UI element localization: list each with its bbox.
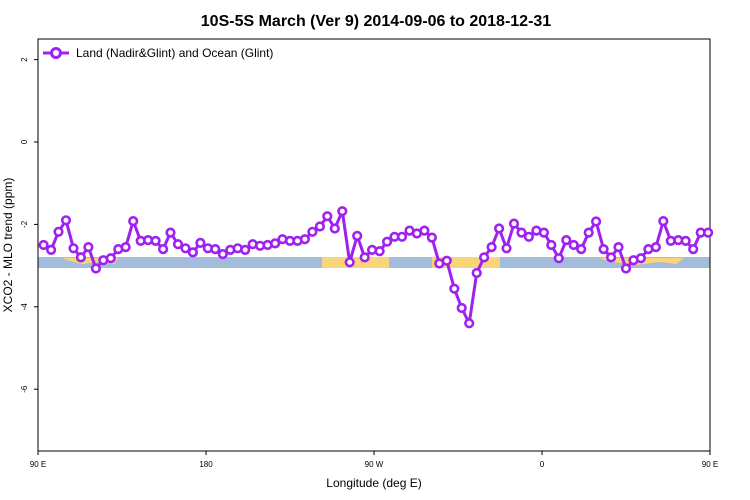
- data-point: [158, 244, 169, 255]
- data-point: [53, 226, 64, 237]
- data-point: [75, 252, 86, 263]
- y-tick-label: -6: [20, 385, 29, 393]
- data-point: [598, 244, 609, 255]
- data-point: [426, 232, 438, 243]
- data-point: [688, 244, 699, 255]
- data-point: [441, 255, 452, 266]
- x-tick-label: 90 W: [365, 460, 384, 469]
- data-point: [650, 242, 662, 253]
- y-tick-label: -2: [20, 220, 29, 228]
- data-point: [352, 230, 363, 241]
- data-point: [635, 253, 647, 264]
- map-land-south-america: [322, 257, 389, 268]
- x-tick-label: 180: [199, 460, 213, 469]
- legend-marker-swatch: [50, 47, 62, 59]
- data-point: [620, 263, 632, 274]
- data-point: [105, 253, 116, 264]
- data-point: [561, 235, 572, 246]
- x-tick-label: 0: [540, 460, 545, 469]
- data-point: [314, 221, 326, 232]
- y-tick-label: 0: [20, 139, 29, 144]
- series-layer: [38, 206, 714, 329]
- data-point: [210, 244, 221, 255]
- data-point: [329, 223, 340, 234]
- data-point: [523, 231, 535, 242]
- data-point: [195, 237, 206, 248]
- data-point: [374, 246, 385, 257]
- data-point: [150, 235, 161, 246]
- data-point: [456, 302, 467, 314]
- x-axis-label: Longitude (deg E): [326, 476, 421, 490]
- data-point: [180, 243, 191, 254]
- data-point: [68, 243, 79, 254]
- data-point: [344, 257, 355, 268]
- data-point: [680, 235, 691, 246]
- data-point: [299, 234, 311, 245]
- data-point: [172, 239, 184, 250]
- data-point: [501, 243, 512, 254]
- data-point: [479, 252, 490, 263]
- data-point: [60, 215, 72, 226]
- data-point: [702, 227, 714, 238]
- legend: Land (Nadir&Glint) and Ocean (Glint): [43, 46, 273, 60]
- data-point: [449, 283, 460, 294]
- data-point: [613, 242, 624, 253]
- data-point: [120, 242, 131, 253]
- data-point: [322, 211, 333, 222]
- data-point: [605, 252, 617, 263]
- data-point: [494, 223, 505, 234]
- data-point: [486, 242, 497, 253]
- data-point: [240, 244, 251, 255]
- data-point: [583, 227, 594, 238]
- map-land-africa: [432, 257, 500, 268]
- data-point: [576, 244, 587, 255]
- data-point: [187, 247, 198, 258]
- y-axis-ticks: 2 0 -2 -4 -6: [20, 57, 38, 393]
- y-axis-label: XCO2 - MLO trend (ppm): [1, 178, 15, 313]
- data-point: [538, 227, 550, 238]
- x-tick-label: 90 E: [702, 460, 718, 469]
- data-point: [508, 218, 520, 229]
- data-point: [553, 253, 564, 264]
- data-point: [128, 216, 139, 227]
- x-tick-label: 90 E: [30, 460, 46, 469]
- x-axis-ticks: 90 E 180 90 W 0 90 E: [30, 451, 718, 469]
- data-point: [516, 227, 527, 238]
- data-point: [45, 244, 57, 255]
- data-point: [90, 263, 101, 274]
- data-point: [359, 252, 370, 263]
- data-point: [464, 318, 475, 329]
- data-point: [270, 238, 281, 249]
- data-point: [165, 227, 176, 238]
- data-point: [83, 242, 94, 253]
- y-tick-label: -4: [20, 303, 29, 311]
- data-point: [337, 206, 348, 217]
- data-point: [419, 225, 430, 236]
- data-point: [590, 216, 602, 227]
- chart-title: 10S-5S March (Ver 9) 2014-09-06 to 2018-…: [201, 13, 552, 30]
- data-point: [307, 226, 318, 237]
- data-point: [471, 267, 482, 279]
- y-tick-label: 2: [20, 57, 29, 62]
- legend-label: Land (Nadir&Glint) and Ocean (Glint): [76, 46, 273, 60]
- data-point: [568, 239, 579, 251]
- data-point: [38, 239, 49, 251]
- data-point: [382, 236, 393, 247]
- data-point: [396, 231, 408, 242]
- data-point: [658, 216, 669, 227]
- data-point: [546, 239, 557, 251]
- data-point: [217, 249, 228, 260]
